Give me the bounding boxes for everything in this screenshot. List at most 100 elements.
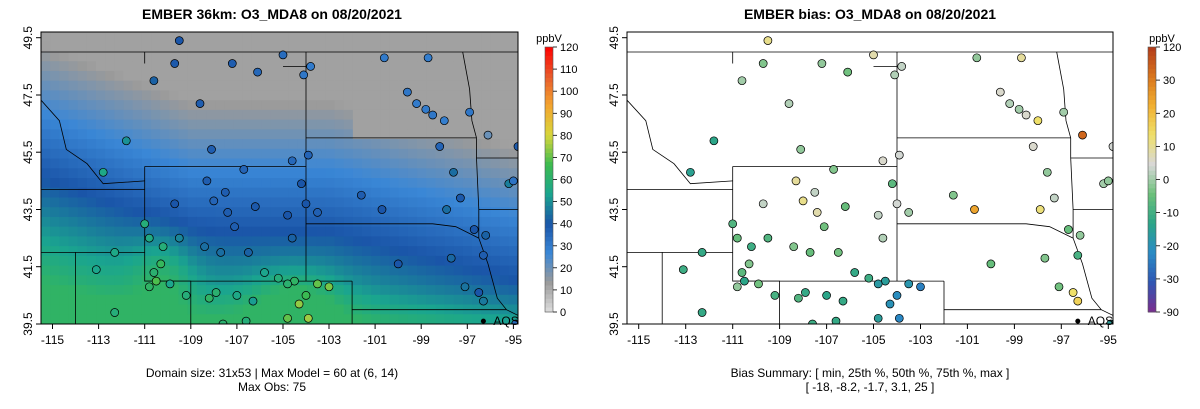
heat-cell — [114, 285, 125, 296]
x-tick-label: -113 — [674, 333, 697, 347]
heat-cell — [343, 158, 354, 169]
left-colorbar-unit: ppbV — [536, 33, 562, 45]
heat-cell — [215, 207, 226, 218]
heat-cell — [389, 294, 400, 306]
heat-cell — [435, 109, 446, 121]
heat-cell — [187, 70, 198, 82]
heat-cell — [215, 304, 226, 315]
heat-cell — [481, 265, 492, 276]
heat-cell — [251, 61, 262, 72]
observation-point — [393, 259, 403, 269]
heat-cell — [151, 90, 161, 101]
heat-cell — [50, 139, 60, 150]
heat-cell — [343, 70, 354, 82]
observation-point — [303, 313, 313, 323]
heat-cell — [224, 265, 235, 276]
heat-cell — [77, 236, 88, 247]
heat-cell — [343, 129, 354, 140]
colorbar-tick-label: 0 — [1163, 175, 1169, 187]
heat-cell — [105, 61, 115, 72]
heat-cell — [96, 207, 106, 218]
heat-cell — [362, 32, 372, 43]
aqs-dot — [480, 318, 486, 324]
heat-cell — [380, 294, 391, 306]
heat-cell — [160, 187, 171, 199]
heat-cell — [270, 178, 281, 189]
heat-cell — [160, 61, 171, 72]
heat-cell — [215, 70, 226, 82]
heat-cell — [206, 207, 216, 218]
heat-cell — [343, 32, 354, 43]
bias-point — [1073, 296, 1083, 306]
heat-cell — [508, 275, 518, 286]
heat-cell — [352, 285, 363, 296]
observation-point — [170, 59, 180, 68]
observation-point — [144, 282, 154, 292]
bias-point — [878, 156, 888, 166]
heat-cell — [77, 255, 88, 267]
heat-cell — [490, 255, 501, 267]
heat-cell — [233, 41, 244, 53]
heat-cell — [86, 226, 97, 237]
x-tick-label: -111 — [722, 333, 745, 347]
heat-cell — [187, 285, 198, 296]
bias-point — [1073, 250, 1083, 260]
heat-cell — [224, 119, 235, 130]
heat-cell — [435, 41, 446, 53]
observation-point — [428, 110, 438, 120]
heat-cell — [151, 314, 161, 324]
colorbar-segment — [1148, 281, 1156, 286]
heat-cell — [224, 216, 235, 228]
heat-cell — [297, 139, 308, 150]
observation-point — [149, 76, 159, 86]
heat-cell — [307, 275, 317, 286]
heat-cell — [389, 32, 400, 43]
heat-cell — [334, 129, 345, 140]
heat-cell — [261, 246, 271, 257]
heat-cell — [151, 285, 161, 296]
heat-cell — [316, 294, 326, 306]
heat-cell — [389, 187, 400, 199]
heat-cell — [380, 109, 391, 121]
colorbar-segment — [545, 250, 553, 256]
heat-cell — [426, 294, 437, 306]
heat-cell — [279, 187, 290, 199]
heat-cell — [279, 90, 290, 101]
heat-cell — [77, 70, 88, 82]
heat-cell — [316, 32, 326, 43]
heat-cell — [380, 226, 391, 237]
heat-cell — [316, 285, 326, 296]
heat-cell — [481, 80, 492, 91]
bias-point — [822, 291, 831, 300]
heat-cell — [132, 197, 143, 208]
heat-cell — [453, 236, 464, 247]
heat-cell — [352, 236, 363, 247]
heat-cell — [462, 236, 473, 247]
heat-cell — [169, 294, 180, 306]
heat-cell — [453, 80, 464, 91]
heat-cell — [380, 197, 391, 208]
observation-point — [220, 187, 230, 197]
colorbar-segment — [545, 104, 553, 110]
colorbar-segment — [545, 64, 553, 70]
heat-cell — [270, 314, 281, 324]
heat-cell — [481, 207, 492, 218]
colorbar-segment — [1148, 144, 1156, 150]
heat-cell — [41, 226, 51, 237]
heat-cell — [316, 178, 326, 189]
heat-cell — [123, 80, 134, 91]
heat-cell — [398, 275, 409, 286]
heat-cell — [362, 109, 372, 121]
heat-cell — [160, 255, 171, 267]
heat-cell — [334, 236, 345, 247]
heat-cell — [371, 148, 381, 160]
observation-point — [412, 99, 421, 108]
heat-cell — [297, 51, 308, 62]
heat-cell — [435, 70, 446, 82]
heat-cell — [444, 226, 455, 237]
heat-cell — [343, 148, 354, 160]
heat-cell — [123, 304, 134, 315]
heat-cell — [105, 139, 115, 150]
heat-cell — [380, 80, 391, 91]
bias-point — [770, 291, 780, 300]
